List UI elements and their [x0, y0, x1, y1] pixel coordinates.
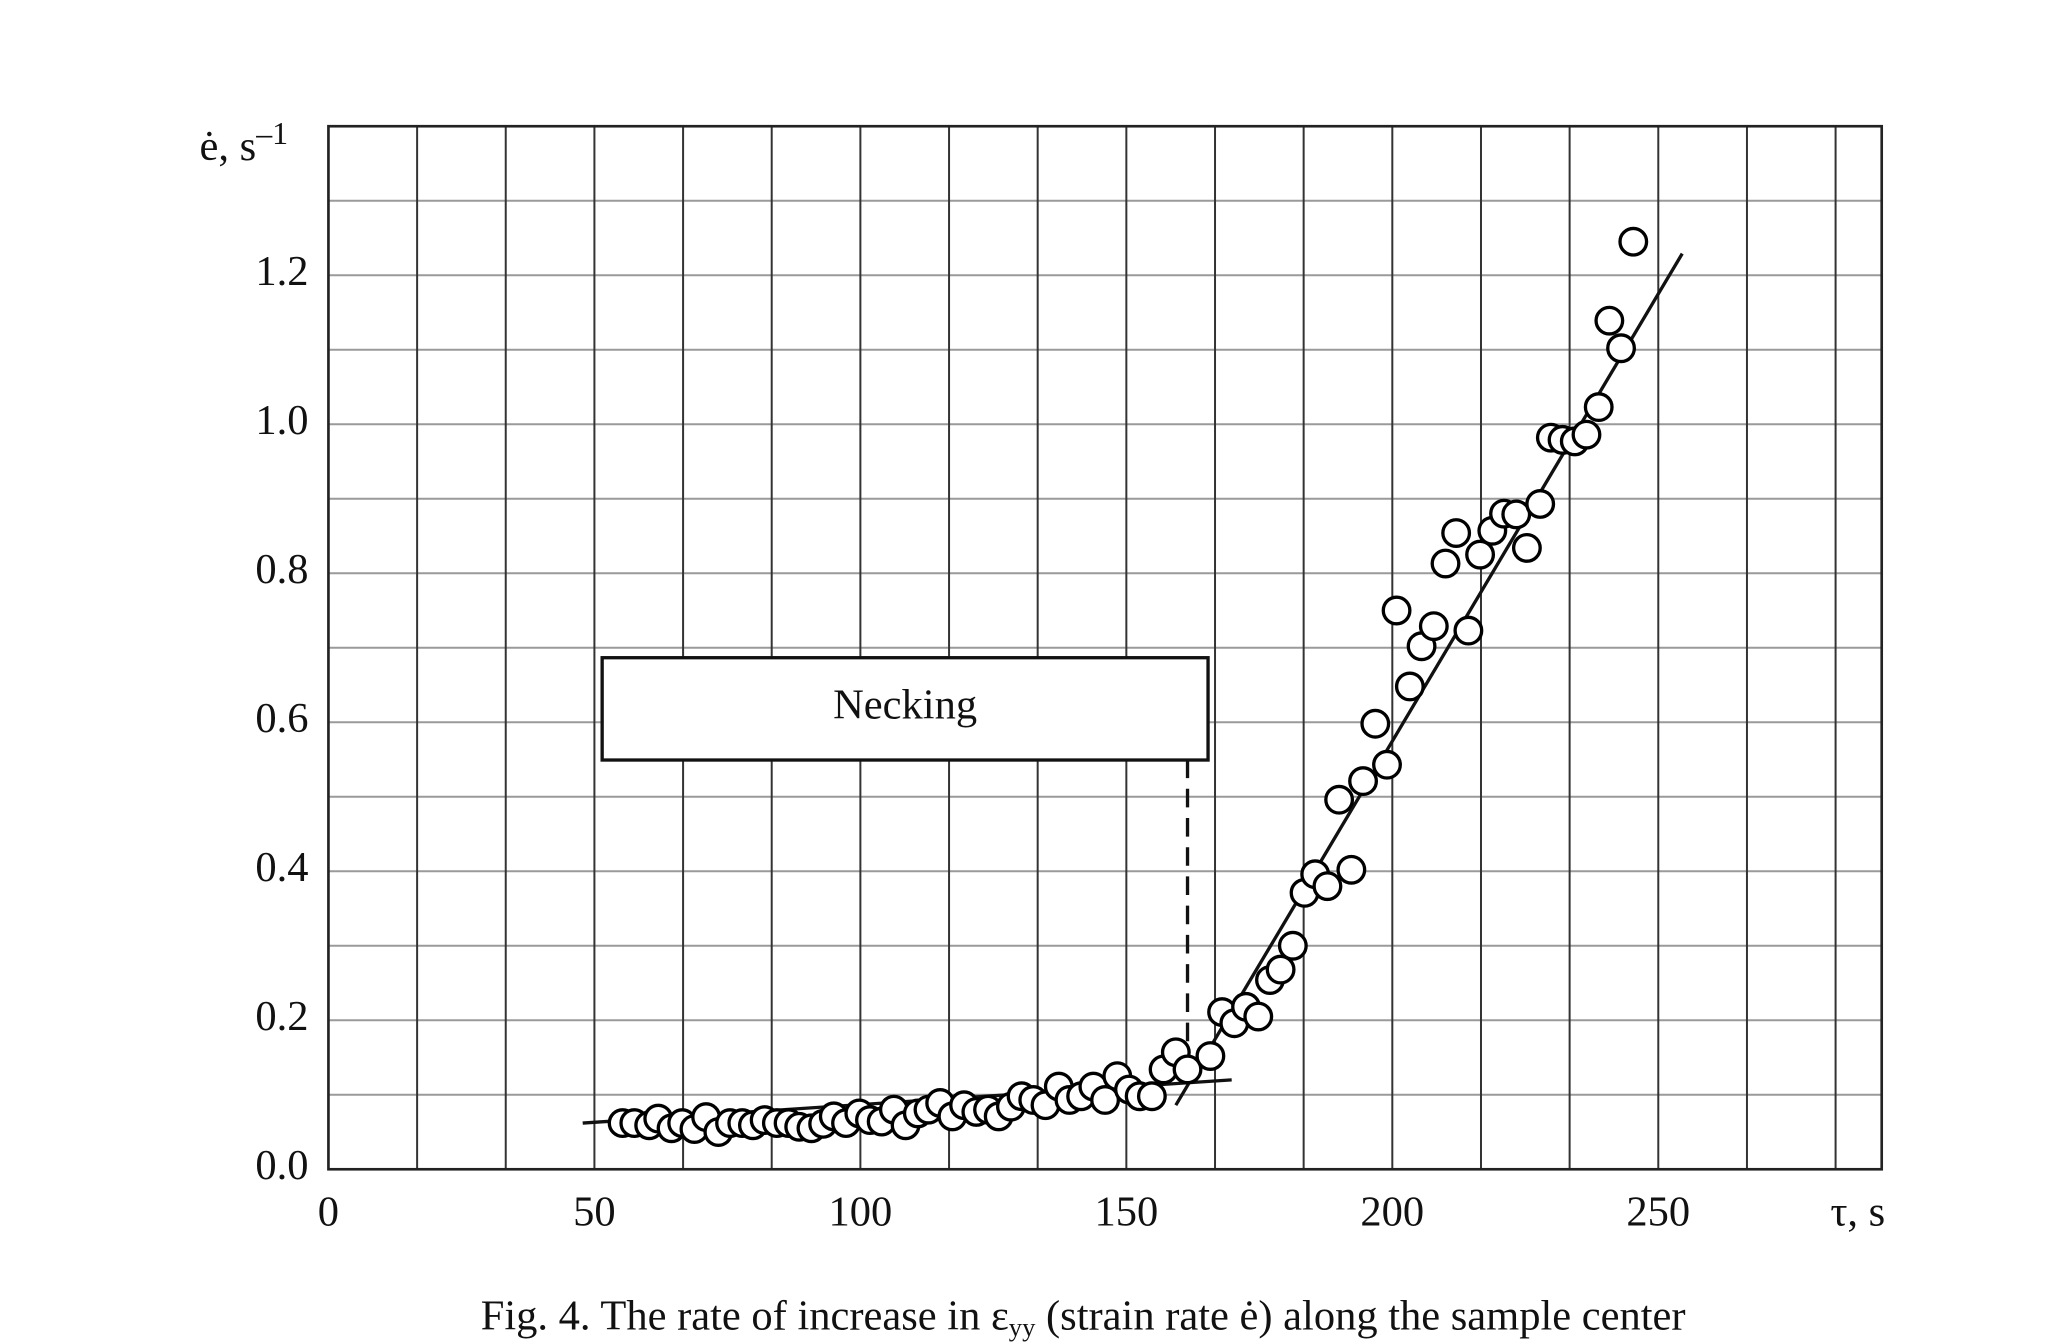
plot-frame — [327, 124, 1884, 1171]
point — [1243, 1001, 1274, 1032]
caption-text: (strain rate ė) along the sample center — [1035, 1292, 1685, 1339]
x-tick-label: 200 — [1360, 1189, 1424, 1236]
point — [1324, 784, 1355, 815]
point — [1312, 871, 1343, 902]
point — [1511, 532, 1542, 563]
point — [1136, 1081, 1167, 1112]
point — [1348, 766, 1379, 797]
point — [1418, 611, 1449, 642]
point — [1336, 854, 1367, 885]
y-tick-label: 0.8 — [255, 546, 308, 593]
caption-text: Fig. 4. The rate of increase in ε — [481, 1292, 1009, 1339]
point — [1277, 930, 1308, 961]
point — [1525, 489, 1556, 519]
point — [1172, 1054, 1203, 1085]
point — [1441, 518, 1472, 548]
annotation-box — [600, 656, 1210, 762]
point — [1453, 615, 1484, 646]
y-tick-label: 0.0 — [255, 1142, 308, 1189]
y-tick-label: 0.2 — [255, 993, 308, 1040]
x-tick-label: 250 — [1626, 1189, 1690, 1236]
y-label-sup: –1 — [255, 116, 288, 151]
y-tick-label: 0.4 — [255, 844, 308, 891]
x-tick-label: 150 — [1094, 1189, 1158, 1236]
y-tick-label: 1.2 — [255, 248, 308, 295]
point — [1465, 539, 1496, 570]
y-tick-label: 0.6 — [255, 695, 308, 742]
point — [1265, 954, 1296, 985]
point — [1195, 1041, 1226, 1071]
x-tick-label: 0 — [318, 1189, 339, 1236]
caption: Fig. 4. The rate of increase in εyy (str… — [481, 1292, 1686, 1342]
y-tick-label: 1.0 — [255, 397, 308, 444]
point — [1594, 305, 1625, 336]
point — [1618, 226, 1649, 257]
x-tick-label: 50 — [573, 1189, 615, 1236]
x-tick-label: 100 — [829, 1189, 893, 1236]
point — [1606, 333, 1637, 364]
annotation: Necking — [833, 682, 977, 729]
point — [1430, 548, 1461, 579]
caption-sub: yy — [1009, 1312, 1036, 1342]
y-label-text: ė, s — [200, 123, 257, 170]
point — [1372, 749, 1402, 780]
point — [1571, 419, 1602, 450]
point — [1381, 595, 1412, 626]
x-axis-label: τ, s — [1830, 1189, 1885, 1236]
point — [1394, 671, 1425, 702]
y-axis-label: ė, s–1 — [200, 116, 289, 170]
point — [1360, 708, 1391, 739]
point — [1583, 392, 1614, 423]
